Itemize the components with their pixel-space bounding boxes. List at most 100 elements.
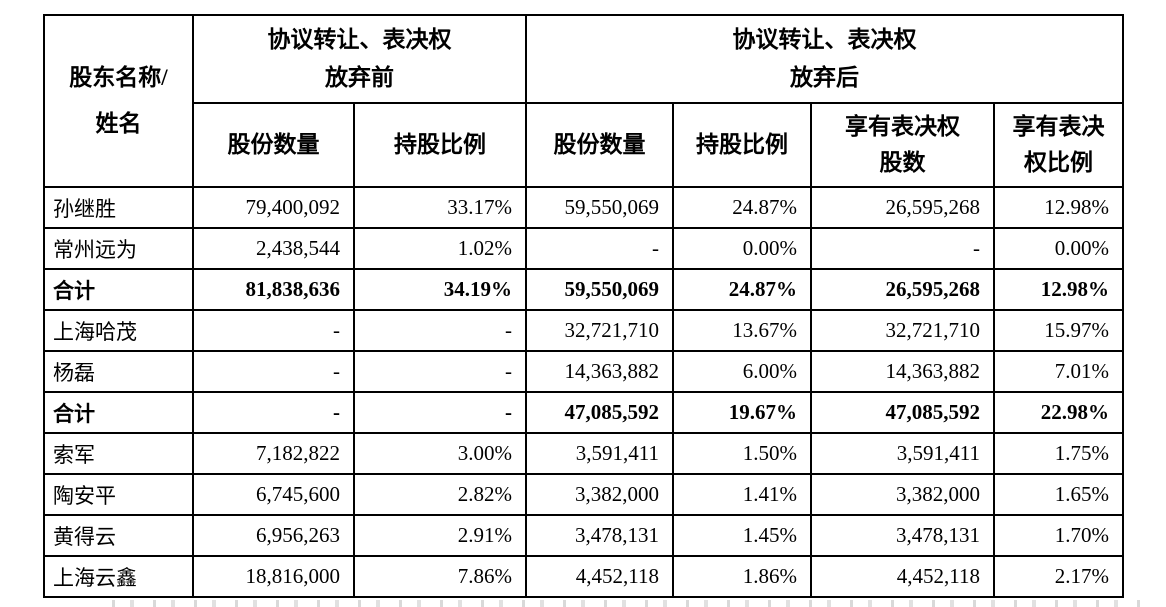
value-cell: 3,382,000 (525, 473, 674, 516)
table-row: 常州远为 2,438,544 1.02% -0.00% -0.00% (43, 227, 1124, 270)
col-header-shares-after: 股份数量 (525, 102, 674, 188)
group-header-before-waiver: 协议转让、表决权 放弃前 (192, 14, 527, 104)
value-cell: 14,363,882 (810, 350, 995, 393)
table-row: 合计 81,838,636 34.19% 59,550,069 24.87% 26,595… (43, 268, 1124, 311)
value-cell: 7.01% (993, 350, 1124, 393)
shareholding-table-container: 股东名称/ 姓名 协议转让、表决权 放弃前 协议转让、表决权 放弃后 股份数量 (43, 14, 1124, 598)
col-header-shareholder-name: 股东名称/ 姓名 (43, 14, 194, 188)
shareholding-table: 股东名称/ 姓名 协议转让、表决权 放弃前 协议转让、表决权 放弃后 股份数量 (43, 14, 1124, 598)
value-cell: 24.87% (672, 268, 812, 311)
value-cell: 1.02% (353, 227, 527, 270)
shareholder-name-cell: 索军 (43, 432, 194, 475)
value-cell: 3,478,131 (525, 514, 674, 557)
table-row: 上海云鑫 18,816,000 7.86% 4,452,118 1.86% 4,452,1… (43, 555, 1124, 598)
value-cell: 59,550,069 (525, 186, 674, 229)
clipped-text-line (112, 600, 1152, 607)
value-cell: 2.91% (353, 514, 527, 557)
value-cell: 1.70% (993, 514, 1124, 557)
shareholder-name-cell: 常州远为 (43, 227, 194, 270)
value-cell: 59,550,069 (525, 268, 674, 311)
value-cell: 0.00% (993, 227, 1124, 270)
value-cell: - (353, 391, 527, 434)
value-cell: 26,595,268 (810, 186, 995, 229)
sub-header-row: 股份数量 持股比例 股份数量 持股比例 享有表决权 股数 (44, 102, 1124, 188)
group-header-after-waiver: 协议转让、表决权 放弃后 (525, 14, 1124, 104)
value-cell: 1.65% (993, 473, 1124, 516)
table-row: 黄得云 6,956,263 2.91% 3,478,131 1.45% 3,478,131… (43, 514, 1124, 557)
value-cell: 1.45% (672, 514, 812, 557)
group-header-after-line2: 放弃后 (790, 65, 859, 90)
value-cell: 19.67% (672, 391, 812, 434)
value-cell: 1.41% (672, 473, 812, 516)
value-cell: 4,452,118 (525, 555, 674, 598)
value-cell: 12.98% (993, 268, 1124, 311)
value-cell: 13.67% (672, 309, 812, 352)
value-cell: 26,595,268 (810, 268, 995, 311)
value-cell: 6.00% (672, 350, 812, 393)
value-cell: 4,452,118 (810, 555, 995, 598)
value-cell: 24.87% (672, 186, 812, 229)
value-cell: - (192, 309, 355, 352)
col-header-shareholder-name-line2: 姓名 (95, 111, 142, 136)
value-cell: 3,591,411 (525, 432, 674, 475)
value-cell: 6,956,263 (192, 514, 355, 557)
value-cell: - (192, 350, 355, 393)
shareholder-name-cell: 合计 (43, 391, 194, 434)
value-cell: - (192, 391, 355, 434)
shareholder-name-cell: 黄得云 (43, 514, 194, 557)
value-cell: 15.97% (993, 309, 1124, 352)
group-header-after-line1: 协议转让、表决权 (732, 27, 917, 52)
shareholder-name-cell: 上海云鑫 (43, 555, 194, 598)
value-cell: 81,838,636 (192, 268, 355, 311)
value-cell: 1.75% (993, 432, 1124, 475)
value-cell: 3.00% (353, 432, 527, 475)
value-cell: 14,363,882 (525, 350, 674, 393)
group-header-before-line2: 放弃前 (325, 65, 394, 90)
value-cell: 22.98% (993, 391, 1124, 434)
shareholder-name-cell: 合计 (43, 268, 194, 311)
value-cell: 1.86% (672, 555, 812, 598)
group-header-before-line1: 协议转让、表决权 (267, 27, 452, 52)
col-header-shares-before: 股份数量 (192, 102, 355, 188)
value-cell: 32,721,710 (810, 309, 995, 352)
value-cell: 47,085,592 (810, 391, 995, 434)
value-cell: 2.82% (353, 473, 527, 516)
table-row: 孙继胜 79,400,092 33.17% 59,550,069 24.87% 26,59… (43, 186, 1124, 229)
value-cell: 0.00% (672, 227, 812, 270)
shareholder-name-cell: 杨磊 (43, 350, 194, 393)
shareholder-name-cell: 上海哈茂 (43, 309, 194, 352)
value-cell: 3,478,131 (810, 514, 995, 557)
value-cell: 34.19% (353, 268, 527, 311)
value-cell: 2,438,544 (192, 227, 355, 270)
value-cell: - (525, 227, 674, 270)
col-header-voting-ratio: 享有表决 权比例 (993, 102, 1124, 188)
value-cell: - (353, 350, 527, 393)
col-header-ratio-before: 持股比例 (353, 102, 527, 188)
value-cell: 18,816,000 (192, 555, 355, 598)
shareholder-name-cell: 陶安平 (43, 473, 194, 516)
value-cell: 2.17% (993, 555, 1124, 598)
col-header-voting-shares: 享有表决权 股数 (810, 102, 995, 188)
value-cell: 33.17% (353, 186, 527, 229)
table-row: 上海哈茂 - -32,721,710 13.67% 32,721,710 15.97% (43, 309, 1124, 352)
table-row: 合计 - -47,085,592 19.67% 47,085,592 22.98% (43, 391, 1124, 434)
value-cell: 1.50% (672, 432, 812, 475)
value-cell: 32,721,710 (525, 309, 674, 352)
col-header-ratio-after: 持股比例 (672, 102, 812, 188)
value-cell: 3,382,000 (810, 473, 995, 516)
value-cell: 7.86% (353, 555, 527, 598)
table-row: 索军 7,182,822 3.00% 3,591,411 1.50% 3,591,411 1… (43, 432, 1124, 475)
value-cell: - (353, 309, 527, 352)
value-cell: 6,745,600 (192, 473, 355, 516)
value-cell: 3,591,411 (810, 432, 995, 475)
table-body: 孙继胜 79,400,092 33.17% 59,550,069 24.87% 26,59… (43, 186, 1124, 598)
col-header-shareholder-name-line1: 股东名称/ (69, 65, 168, 90)
value-cell: 47,085,592 (525, 391, 674, 434)
value-cell: 79,400,092 (192, 186, 355, 229)
group-header-row: 股东名称/ 姓名 协议转让、表决权 放弃前 协议转让、表决权 放弃后 (43, 14, 1124, 188)
value-cell: - (810, 227, 995, 270)
value-cell: 7,182,822 (192, 432, 355, 475)
table-row: 陶安平 6,745,600 2.82% 3,382,000 1.41% 3,382,000… (43, 473, 1124, 516)
table-row: 杨磊 - -14,363,882 6.00% 14,363,882 7.01% (43, 350, 1124, 393)
value-cell: 12.98% (993, 186, 1124, 229)
